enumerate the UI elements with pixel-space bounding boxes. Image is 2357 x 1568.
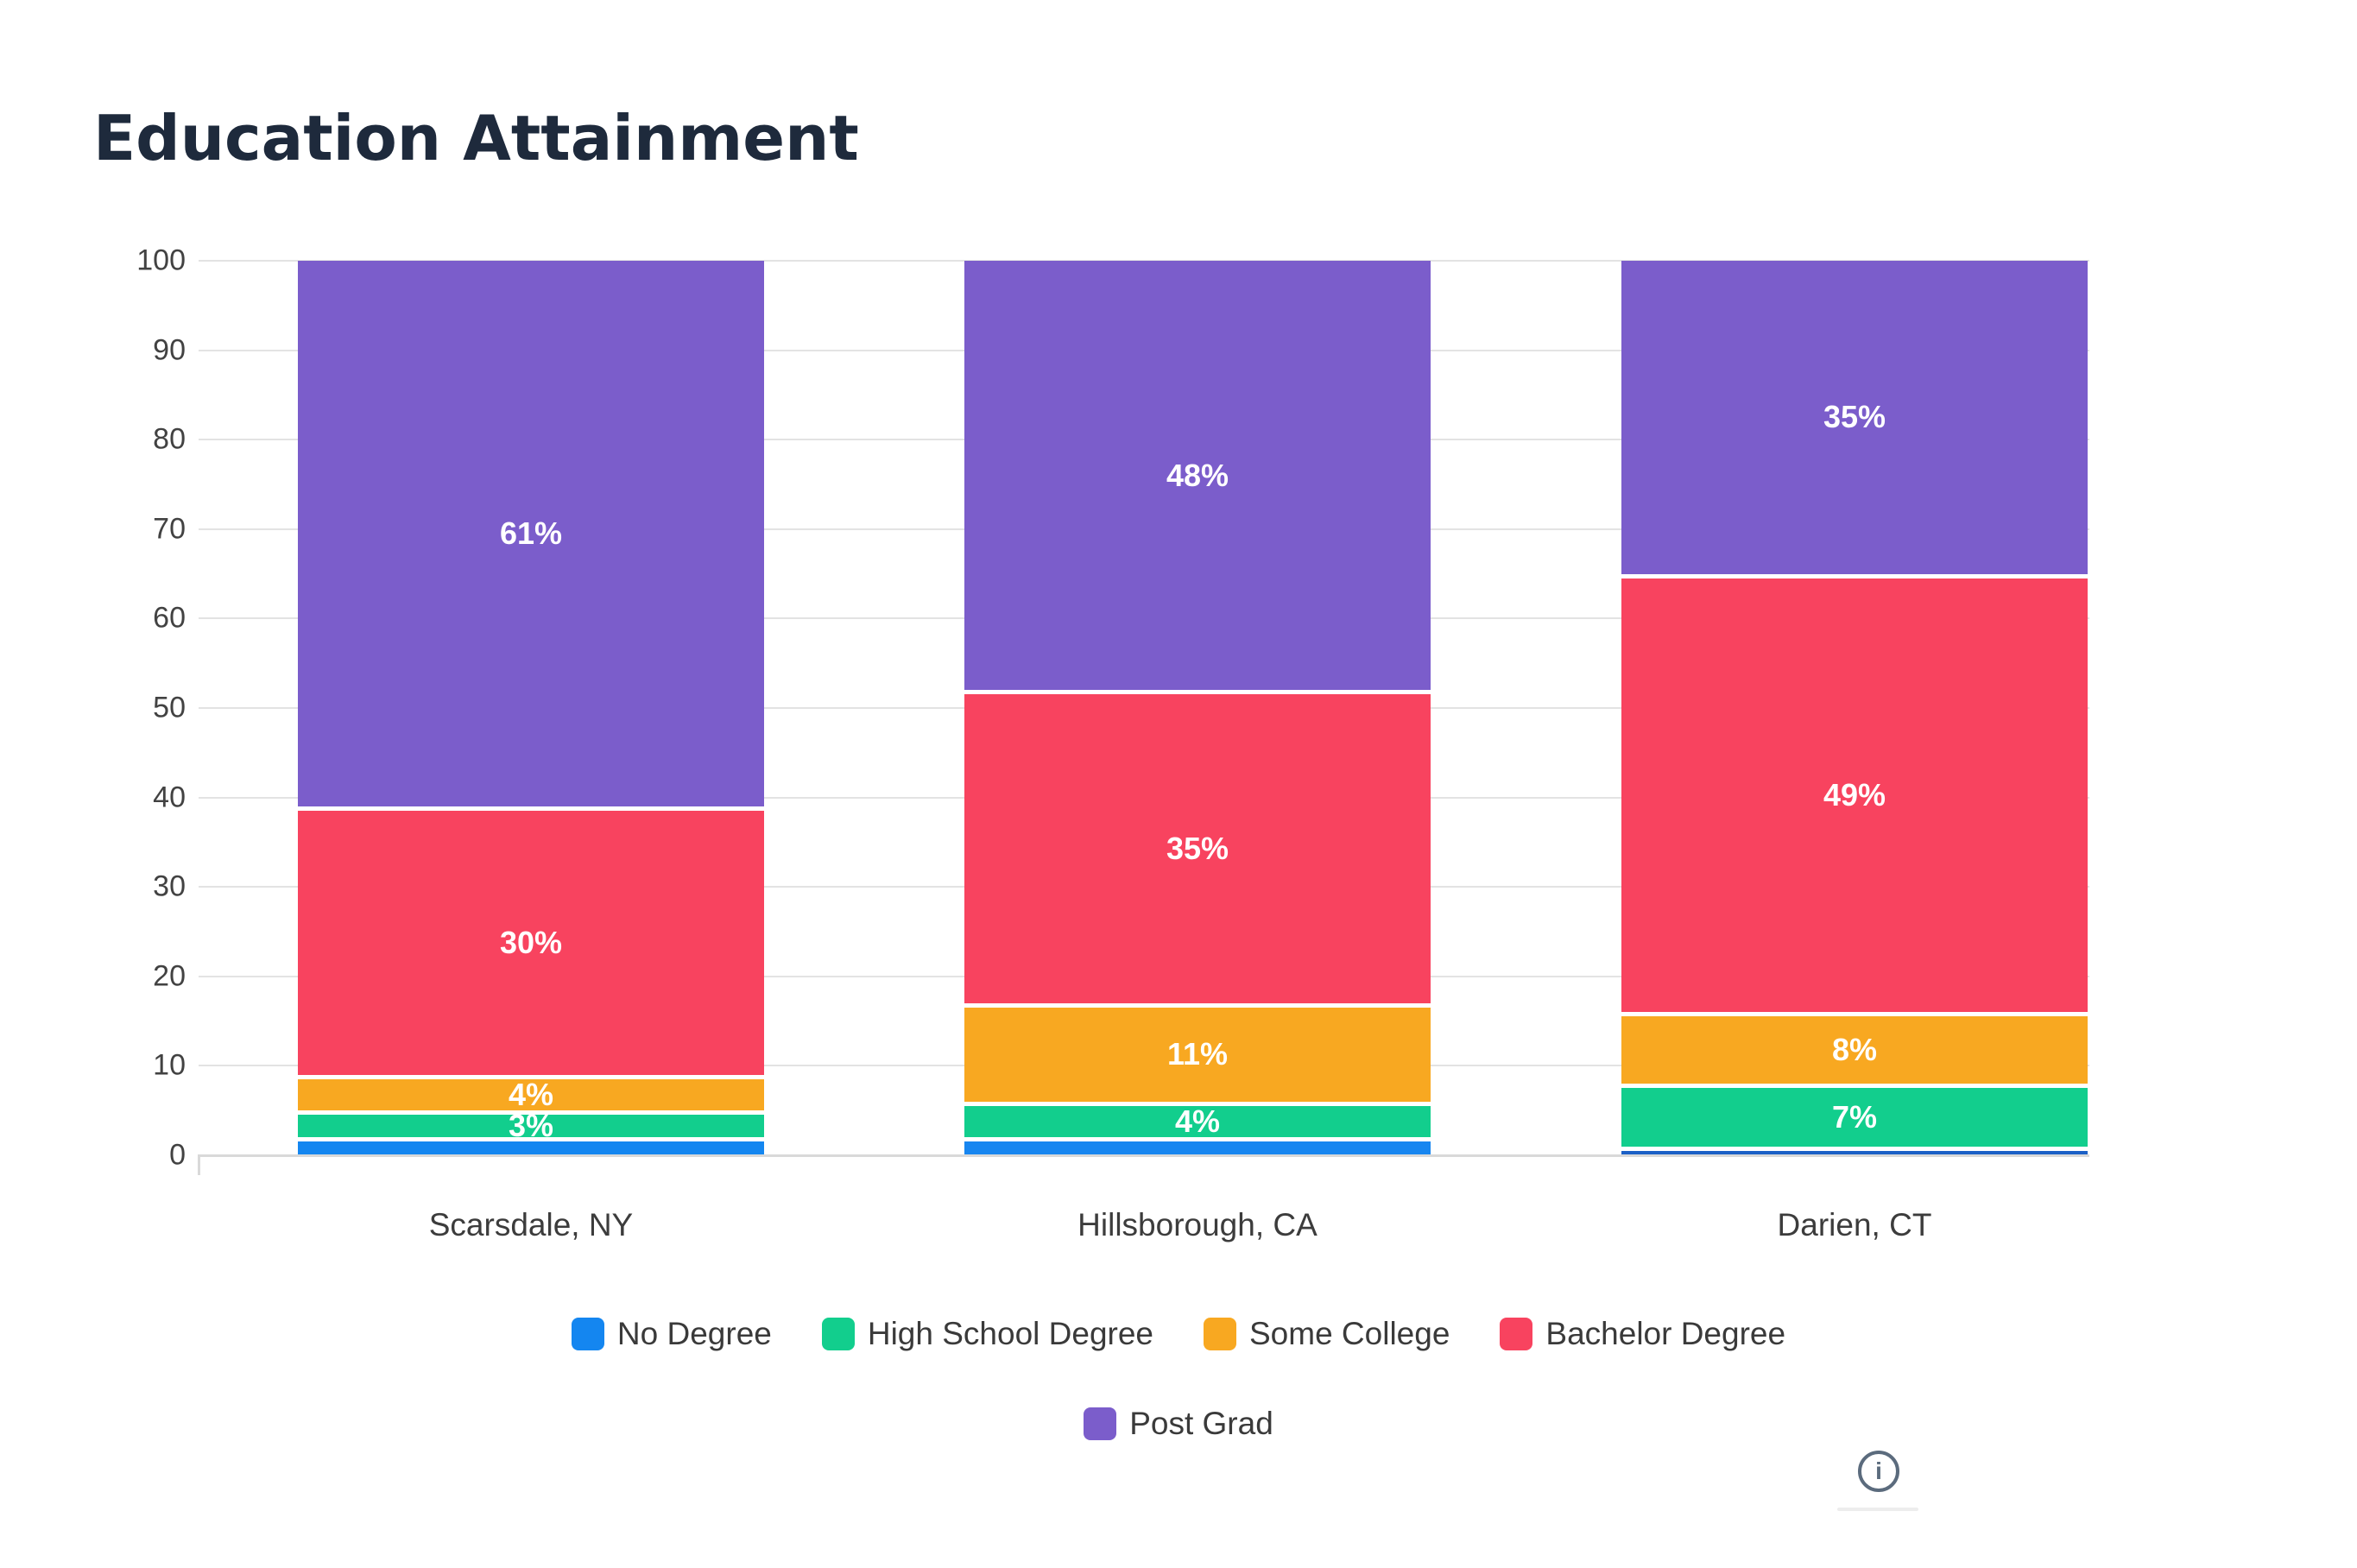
info-icon[interactable]: i bbox=[1858, 1451, 1899, 1492]
legend-item-some-college[interactable]: Some College bbox=[1204, 1316, 1450, 1352]
segment-value-label: 4% bbox=[1174, 1103, 1221, 1140]
axis-corner-tick bbox=[198, 1154, 200, 1175]
legend-label-high-school-degree: High School Degree bbox=[867, 1316, 1153, 1351]
legend-swatch-post-grad bbox=[1084, 1407, 1117, 1440]
y-axis-tick-label-80: 80 bbox=[153, 422, 186, 456]
y-axis-tick-label-10: 10 bbox=[153, 1048, 186, 1082]
legend-swatch-high-school-degree bbox=[821, 1318, 855, 1350]
legend-swatch-bachelor-degree bbox=[1500, 1318, 1533, 1350]
bar-hillsborough-ca: 4% 11% 35% 48% bbox=[964, 261, 1431, 1155]
segment-value-label: 49% bbox=[1823, 776, 1886, 812]
y-axis-tick-label-40: 40 bbox=[153, 781, 186, 814]
y-axis-tick-label-30: 30 bbox=[153, 869, 186, 903]
segment-scarsdale-ny-post-grad[interactable]: 61% bbox=[298, 261, 764, 806]
segment-scarsdale-ny-some-college[interactable]: 4% bbox=[298, 1074, 764, 1112]
legend-label-post-grad: Post Grad bbox=[1129, 1406, 1273, 1441]
y-axis-tick-label-60: 60 bbox=[153, 601, 186, 635]
y-axis-tick-label-70: 70 bbox=[153, 512, 186, 546]
segment-value-label: 8% bbox=[1831, 1032, 1878, 1068]
legend-label-no-degree: No Degree bbox=[616, 1316, 772, 1351]
segment-darien-ct-post-grad[interactable]: 35% bbox=[1621, 261, 2088, 574]
y-axis-tick-label-0: 0 bbox=[169, 1138, 186, 1172]
segment-hillsborough-ca-high-school-degree[interactable]: 4% bbox=[964, 1101, 1431, 1140]
y-axis-tick-label-90: 90 bbox=[153, 333, 186, 367]
y-axis-tick-label-50: 50 bbox=[153, 691, 186, 724]
segment-darien-ct-some-college[interactable]: 8% bbox=[1621, 1012, 2088, 1084]
plot-area: 3% 4% 30% 61% 4% 11% 35% 48% 7% 8% 49% 35% bbox=[199, 260, 2089, 1155]
y-axis-tick-label-100: 100 bbox=[136, 243, 186, 277]
bar-darien-ct: 7% 8% 49% 35% bbox=[1621, 261, 2088, 1155]
x-axis-label-scarsdale-ny: Scarsdale, NY bbox=[428, 1207, 634, 1242]
y-axis-tick-label-20: 20 bbox=[153, 959, 186, 993]
legend-label-bachelor-degree: Bachelor Degree bbox=[1545, 1316, 1786, 1351]
segment-hillsborough-ca-post-grad[interactable]: 48% bbox=[964, 261, 1431, 691]
info-icon-glyph: i bbox=[1875, 1457, 1882, 1484]
legend-item-bachelor-degree[interactable]: Bachelor Degree bbox=[1500, 1316, 1785, 1352]
legend-label-some-college: Some College bbox=[1249, 1316, 1450, 1351]
legend-row-1: No Degree High School Degree Some College B… bbox=[0, 1316, 2357, 1352]
segment-scarsdale-ny-no-degree[interactable] bbox=[298, 1137, 764, 1155]
legend-item-post-grad[interactable]: Post Grad bbox=[1084, 1406, 1273, 1442]
segment-value-label: 7% bbox=[1831, 1098, 1878, 1135]
legend-row-2: Post Grad bbox=[0, 1406, 2357, 1442]
legend-item-no-degree[interactable]: No Degree bbox=[571, 1316, 772, 1352]
x-axis-label-darien-ct: Darien, CT bbox=[1777, 1207, 1932, 1242]
legend-item-high-school-degree[interactable]: High School Degree bbox=[821, 1316, 1153, 1352]
info-icon-shadow bbox=[1837, 1508, 1918, 1511]
x-axis-line bbox=[199, 1154, 2089, 1157]
segment-value-label: 35% bbox=[1823, 399, 1886, 435]
segment-darien-ct-bachelor-degree[interactable]: 49% bbox=[1621, 573, 2088, 1013]
segment-scarsdale-ny-high-school-degree[interactable]: 3% bbox=[298, 1110, 764, 1141]
segment-scarsdale-ny-bachelor-degree[interactable]: 30% bbox=[298, 806, 764, 1075]
segment-value-label: 48% bbox=[1166, 457, 1229, 493]
segment-value-label: 30% bbox=[499, 924, 563, 960]
segment-value-label: 3% bbox=[508, 1108, 554, 1144]
segment-value-label: 35% bbox=[1166, 831, 1229, 867]
legend-swatch-some-college bbox=[1204, 1318, 1236, 1350]
chart-title: Education Attainment bbox=[93, 102, 859, 174]
segment-hillsborough-ca-some-college[interactable]: 11% bbox=[964, 1002, 1431, 1102]
segment-value-label: 61% bbox=[499, 515, 563, 551]
segment-value-label: 4% bbox=[508, 1076, 554, 1112]
x-axis-label-hillsborough-ca: Hillsborough, CA bbox=[1077, 1207, 1318, 1242]
segment-darien-ct-no-degree[interactable] bbox=[1621, 1146, 2088, 1155]
segment-hillsborough-ca-bachelor-degree[interactable]: 35% bbox=[964, 690, 1431, 1003]
segment-hillsborough-ca-no-degree[interactable] bbox=[964, 1137, 1431, 1155]
segment-darien-ct-high-school-degree[interactable]: 7% bbox=[1621, 1084, 2088, 1147]
bar-scarsdale-ny: 3% 4% 30% 61% bbox=[298, 261, 764, 1155]
segment-value-label: 11% bbox=[1166, 1036, 1229, 1072]
gridline-100 bbox=[199, 260, 2089, 262]
legend-swatch-no-degree bbox=[571, 1318, 604, 1350]
